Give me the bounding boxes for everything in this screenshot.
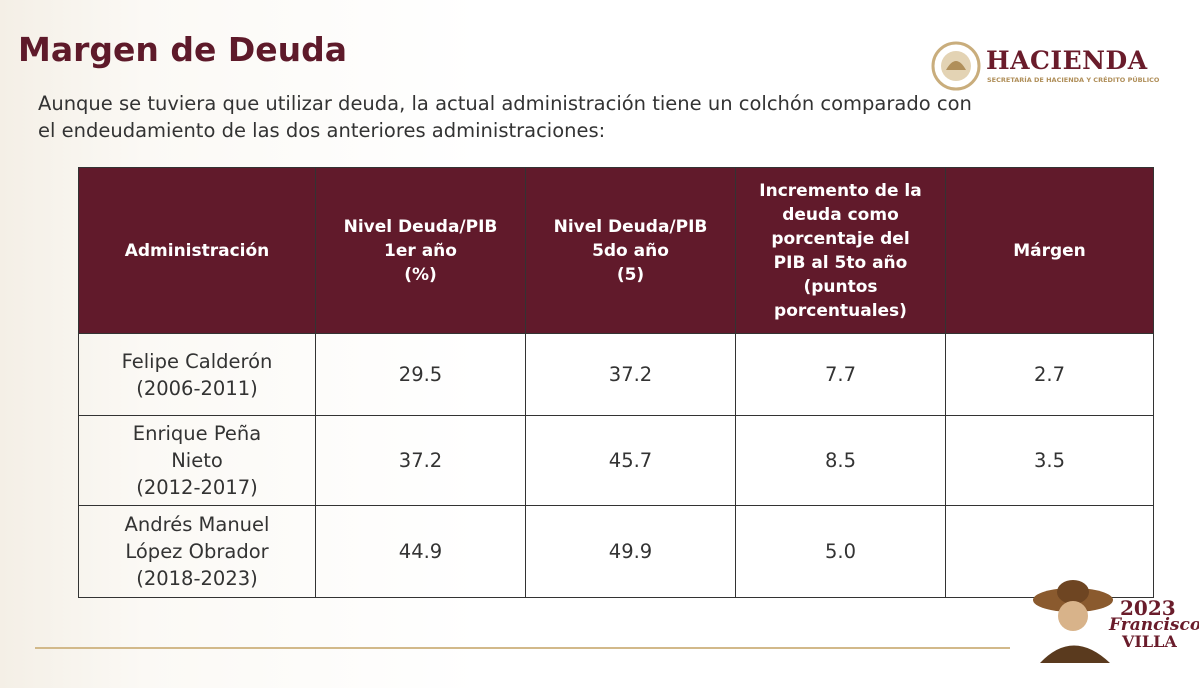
portrait <box>1033 580 1113 663</box>
table-row: Enrique Peña Nieto (2012-2017) 37.2 45.7 8.5 3… <box>78 415 1154 506</box>
table-row: Felipe Calderón (2006-2011) 29.5 37.2 7.7 2.7 <box>78 333 1154 416</box>
badge-surname: VILLA <box>1122 632 1177 651</box>
cell-line: 1er año <box>384 240 457 261</box>
header-cell: Nivel Deuda/PIB 1er año (%) <box>315 167 526 334</box>
table-cell: 45.7 <box>525 415 736 506</box>
cell-line: Márgen <box>1013 240 1086 261</box>
cell-line: (2006-2011) <box>136 376 258 400</box>
table-cell: 44.9 <box>315 505 526 598</box>
subtitle-line: Aunque se tuviera que utilizar deuda, la… <box>38 92 972 115</box>
table-cell: Andrés Manuel López Obrador (2018-2023) <box>78 505 316 598</box>
cell-line: (%) <box>404 264 437 285</box>
header-row: Administración Nivel Deuda/PIB 1er año (%) N… <box>78 167 1154 334</box>
table-cell: 37.2 <box>525 333 736 416</box>
divider <box>35 647 1010 649</box>
header-cell: Márgen <box>945 167 1154 334</box>
cell-line: López Obrador <box>125 540 269 563</box>
cell-line: Nivel Deuda/PIB <box>553 216 708 237</box>
table-cell: 37.2 <box>315 415 526 506</box>
table-cell: 3.5 <box>945 415 1154 506</box>
table-cell <box>945 505 1154 598</box>
badge-year: 2023 <box>1120 596 1176 620</box>
cell-line: deuda como <box>782 204 899 225</box>
header-cell: Incremento de la deuda como porcentaje del… <box>735 167 946 334</box>
logo-subtitle: SECRETARÍA DE HACIENDA Y CRÉDITO PÚBLICO <box>987 76 1160 84</box>
cell-line: (2018-2023) <box>136 567 258 590</box>
cell-line: Administración <box>124 240 270 261</box>
cell-line: (5) <box>616 264 645 285</box>
table-cell: 2.7 <box>945 333 1154 416</box>
badge-name: Francisco <box>1109 615 1199 635</box>
cell-line: (puntos <box>803 276 878 297</box>
logo-name: HACIENDA <box>986 46 1148 75</box>
table-cell: 8.5 <box>735 415 946 506</box>
cell-line: porcentaje del <box>771 228 910 249</box>
table-cell: 29.5 <box>315 333 526 416</box>
table-cell: 5.0 <box>735 505 946 598</box>
subtitle-line: el endeudamiento de las dos anteriores a… <box>38 119 606 142</box>
cell-line: Incremento de la <box>759 180 922 201</box>
table-cell: 7.7 <box>735 333 946 416</box>
cell-line: PIB al 5to año <box>773 252 908 273</box>
subtitle: Aunque se tuviera que utilizar deuda, la… <box>38 90 972 144</box>
table-cell: 49.9 <box>525 505 736 598</box>
cell-line: Andrés Manuel <box>124 513 270 536</box>
cell-line: 5do año <box>592 240 669 261</box>
emblem <box>931 41 981 91</box>
cell-line: Felipe Calderón <box>121 349 273 373</box>
debt-table: Administración Nivel Deuda/PIB 1er año (%) N… <box>78 167 1154 598</box>
title: Margen de Deuda <box>18 30 348 69</box>
table-row: Andrés Manuel López Obrador (2018-2023) 44.… <box>78 505 1154 598</box>
table-cell: Enrique Peña Nieto (2012-2017) <box>78 415 316 506</box>
header-cell: Nivel Deuda/PIB 5do año (5) <box>525 167 736 334</box>
table-cell: Felipe Calderón (2006-2011) <box>78 333 316 416</box>
cell-line: Nivel Deuda/PIB <box>343 216 498 237</box>
cell-line: Nieto <box>171 449 223 472</box>
table-body: Felipe Calderón (2006-2011) 29.5 37.2 7.7 2.7… <box>78 333 1154 598</box>
cell-line: (2012-2017) <box>136 476 258 499</box>
header-cell: Administración <box>78 167 316 334</box>
cell-line: porcentuales) <box>774 300 907 321</box>
cell-line: Enrique Peña <box>132 422 262 445</box>
